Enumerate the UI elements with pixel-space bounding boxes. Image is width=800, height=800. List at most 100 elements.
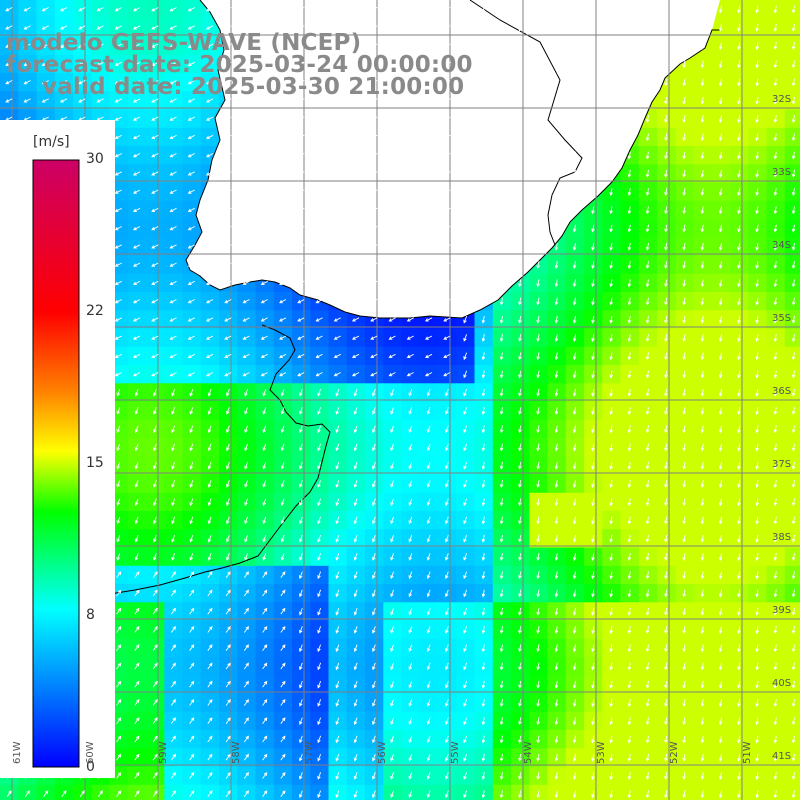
wind-arrow — [315, 353, 323, 359]
wind-arrow — [518, 78, 522, 87]
wind-speed-cell — [273, 711, 293, 731]
wind-arrow — [682, 443, 686, 452]
wind-arrow — [187, 226, 195, 231]
wind-arrow — [225, 626, 231, 633]
wind-arrow — [424, 280, 433, 286]
wind-arrow — [372, 680, 376, 689]
wind-arrow — [536, 261, 540, 270]
wind-arrow — [755, 169, 759, 178]
wind-arrow — [445, 772, 449, 780]
wind-arrow — [351, 43, 360, 48]
wind-arrow — [353, 407, 358, 415]
wind-arrow — [189, 753, 195, 761]
wind-speed-cell — [127, 109, 147, 129]
wind-arrow — [116, 790, 122, 797]
wind-arrow — [481, 261, 486, 270]
wind-arrow — [700, 516, 705, 525]
wind-speed-cell — [492, 492, 512, 512]
wind-arrow — [700, 279, 705, 288]
wind-arrow — [353, 790, 358, 799]
wind-arrow — [737, 297, 741, 306]
wind-arrow — [791, 589, 796, 598]
wind-arrow — [737, 772, 741, 781]
wind-arrow — [664, 96, 668, 105]
wind-arrow — [554, 407, 559, 416]
wind-arrow — [445, 699, 449, 707]
wind-speed-cell — [146, 602, 165, 622]
wind-speed-cell — [711, 492, 731, 512]
wind-arrow — [333, 153, 341, 158]
wind-arrow — [554, 735, 559, 744]
wind-arrow — [682, 78, 686, 87]
wind-arrow — [737, 78, 741, 87]
wind-arrow — [280, 498, 285, 507]
wind-speed-cell — [127, 711, 147, 731]
wind-arrow — [700, 42, 705, 51]
wind-speed-cell — [292, 310, 311, 330]
wind-arrow — [224, 25, 232, 30]
wind-speed-cell — [164, 584, 184, 603]
wind-speed-cell — [492, 419, 512, 439]
wind-arrow — [499, 334, 504, 343]
wind-speed-cell — [675, 675, 695, 695]
wind-arrow — [351, 353, 360, 359]
wind-arrow — [96, 61, 104, 67]
wind-speed-cell — [200, 784, 220, 800]
wind-arrow — [791, 571, 796, 580]
wind-speed-cell — [146, 273, 165, 293]
wind-arrow — [609, 461, 613, 470]
wind-arrow — [664, 352, 668, 361]
wind-speed-cell — [0, 54, 19, 74]
wind-arrow — [591, 42, 595, 51]
wind-arrow — [499, 151, 504, 160]
wind-arrow — [554, 534, 559, 543]
wind-arrow — [664, 735, 668, 744]
wind-speed-cell — [602, 456, 622, 476]
wind-arrow — [463, 261, 468, 269]
wind-arrow — [114, 25, 122, 30]
wind-arrow — [463, 425, 468, 434]
wind-arrow — [773, 279, 778, 288]
wind-arrow — [317, 407, 322, 415]
wind-arrow — [335, 461, 340, 470]
wind-arrow — [682, 662, 686, 671]
wind-arrow — [189, 589, 195, 597]
wind-arrow — [225, 662, 231, 670]
wind-speed-cell — [675, 127, 695, 147]
wind-arrow — [554, 699, 559, 708]
wind-arrow — [554, 680, 559, 689]
wind-arrow — [518, 607, 522, 616]
wind-arrow — [591, 188, 595, 197]
wind-arrow — [591, 407, 595, 416]
wind-arrow — [335, 662, 340, 671]
wind-arrow — [700, 151, 705, 160]
wind-arrow — [372, 735, 376, 744]
wind-speed-cell — [237, 657, 257, 676]
wind-speed-cell — [200, 73, 220, 92]
wind-speed-cell — [237, 638, 257, 658]
wind-arrow — [242, 98, 250, 103]
wind-arrow — [372, 425, 376, 434]
wind-arrow — [627, 151, 632, 160]
wind-arrow — [132, 207, 141, 213]
wind-arrow — [280, 480, 285, 488]
wind-speed-cell — [36, 0, 56, 19]
wind-arrow — [518, 735, 522, 744]
wind-speed-cell — [200, 620, 220, 640]
wind-arrow — [627, 717, 632, 726]
wind-speed-cell — [675, 602, 695, 622]
wind-speed-cell — [237, 711, 257, 731]
wind-speed-cell — [784, 602, 800, 622]
wind-speed-cell — [638, 419, 658, 439]
wind-arrow — [134, 407, 139, 415]
wind-arrow — [153, 407, 157, 415]
wind-arrow — [645, 279, 650, 288]
wind-arrow — [78, 80, 86, 85]
wind-arrow — [627, 315, 632, 324]
wind-arrow — [315, 7, 323, 12]
wind-arrow — [572, 516, 577, 525]
wind-arrow — [207, 699, 213, 706]
wind-arrow — [664, 23, 668, 32]
wind-arrow — [170, 772, 176, 779]
wind-arrow — [554, 388, 559, 397]
